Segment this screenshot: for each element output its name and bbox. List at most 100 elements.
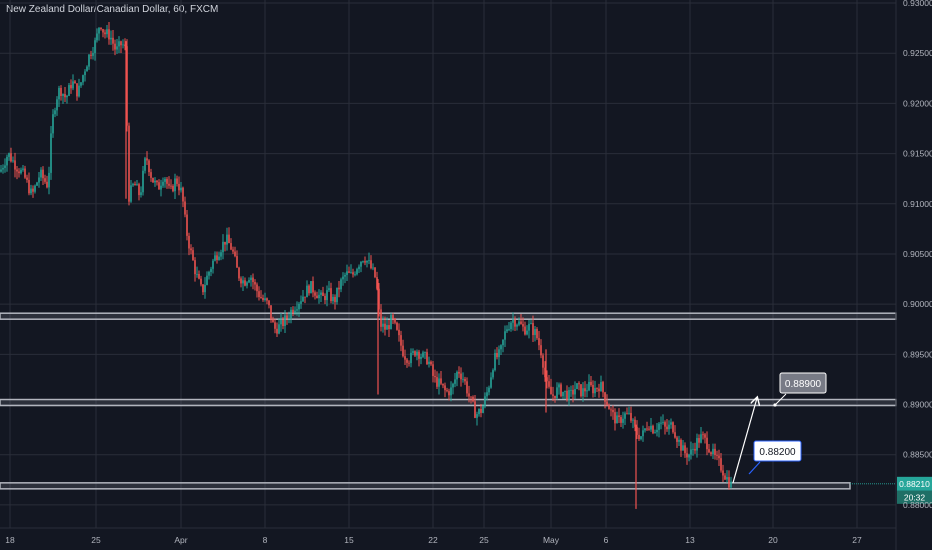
candle-body <box>730 481 732 488</box>
candle-body <box>48 172 50 188</box>
candle-body <box>340 279 342 290</box>
candle-body <box>268 300 270 306</box>
candle-body <box>84 71 86 76</box>
candle-body <box>552 394 554 396</box>
candle-body <box>622 418 624 423</box>
candle-body <box>172 185 174 192</box>
candle-body <box>352 272 354 275</box>
candle-body <box>716 455 718 456</box>
candle-body <box>436 377 438 387</box>
candle-body <box>636 426 638 435</box>
candle-body <box>406 359 408 363</box>
candle-body <box>42 169 44 179</box>
target-callout[interactable] <box>779 372 827 394</box>
candle-body <box>604 392 606 402</box>
candle-body <box>276 328 278 334</box>
chart-title: New Zealand Dollar/Canadian Dollar, 60, … <box>6 4 219 15</box>
level-band[interactable] <box>0 398 897 407</box>
callout-anchor <box>773 403 777 407</box>
candle-body <box>248 280 250 283</box>
candle-body <box>138 184 140 196</box>
candle-body <box>114 43 116 50</box>
callout-pointer <box>774 393 787 406</box>
candle-body <box>134 184 136 186</box>
candle-body <box>526 330 528 335</box>
candle-body <box>420 356 422 359</box>
candle-body <box>224 241 226 245</box>
candle-body <box>678 439 680 442</box>
candle-body <box>0 169 2 172</box>
grid <box>0 0 896 528</box>
candle-body <box>624 413 626 419</box>
candle-body <box>350 272 352 274</box>
candle-body <box>696 438 698 451</box>
candle-body <box>714 448 716 456</box>
x-tick-label: 22 <box>428 535 438 545</box>
annotations[interactable]: 0.88900 0.88200 0.88210 20:32 <box>732 372 932 504</box>
candle-body <box>360 261 362 267</box>
level-band[interactable] <box>0 482 851 490</box>
candle-body <box>556 387 558 399</box>
candle-body <box>608 405 610 410</box>
candle-body <box>200 278 202 285</box>
candle-body <box>294 310 296 313</box>
candle-body <box>214 255 216 261</box>
candle-body <box>534 329 536 336</box>
candle-body <box>302 296 304 302</box>
candle-body <box>40 169 42 178</box>
candle-body <box>118 41 120 47</box>
candle-body <box>334 296 336 303</box>
candle-body <box>188 235 190 249</box>
candle-body <box>418 351 420 359</box>
candle-body <box>578 383 580 385</box>
candle-body <box>372 267 374 269</box>
candle-body <box>38 177 40 183</box>
candle-body <box>498 349 500 358</box>
candle-body <box>536 329 538 339</box>
candle-body <box>444 385 446 391</box>
candle-body <box>220 252 222 257</box>
candle-body <box>416 351 418 356</box>
candle-body <box>598 388 600 392</box>
horizontal-levels[interactable] <box>0 312 897 490</box>
candle-body <box>348 271 350 273</box>
x-tick-label: Apr <box>174 535 187 545</box>
candle-body <box>246 282 248 286</box>
candle-body <box>632 419 634 421</box>
candle-body <box>718 455 720 459</box>
candle-body <box>122 44 124 46</box>
candle-body <box>234 251 236 257</box>
candle-body <box>146 158 148 161</box>
candle-body <box>92 53 94 56</box>
candle-body <box>82 75 84 83</box>
candle-body <box>568 390 570 400</box>
candle-body <box>94 40 96 54</box>
candle-body <box>464 378 466 382</box>
candle-body <box>592 385 594 394</box>
candle-body <box>88 54 90 67</box>
candle-body <box>310 281 312 294</box>
support-callout[interactable] <box>753 440 802 462</box>
candle-body <box>62 94 64 96</box>
candle-body <box>512 319 514 323</box>
candle-body <box>260 297 262 298</box>
y-tick-label: 0.88000 <box>903 500 932 510</box>
candle-body <box>184 201 186 215</box>
candle-body <box>100 27 102 30</box>
candle-body <box>4 165 6 168</box>
candle-body <box>102 29 104 33</box>
level-band[interactable] <box>0 312 897 320</box>
y-tick-label: 0.91500 <box>903 149 932 159</box>
y-tick-label: 0.89000 <box>903 400 932 410</box>
projection-arrow[interactable] <box>732 398 757 483</box>
candle-body <box>18 171 20 174</box>
candle-body <box>14 160 16 170</box>
candle-body <box>524 326 526 335</box>
candle-body <box>708 449 710 453</box>
candle-body <box>2 167 4 170</box>
candle-body <box>176 178 178 184</box>
candle-body <box>448 391 450 396</box>
candle-body <box>142 170 144 193</box>
